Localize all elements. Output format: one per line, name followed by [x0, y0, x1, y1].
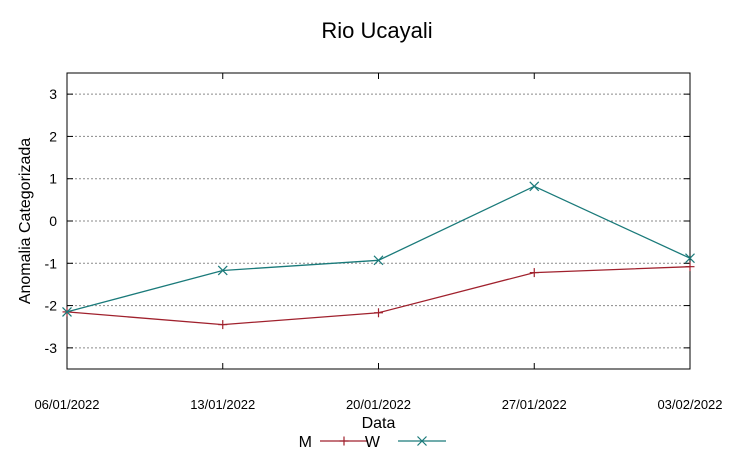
marker-stroke — [529, 181, 540, 192]
data-point — [217, 265, 228, 276]
y-tick-label: -2 — [45, 298, 58, 314]
y-tick-label: 2 — [49, 128, 57, 144]
marker-stroke — [685, 253, 695, 264]
legend-label-M: M — [299, 434, 312, 451]
data-point — [339, 436, 349, 446]
data-point — [529, 181, 540, 192]
y-tick-label: -3 — [45, 340, 58, 356]
series-line-W — [66, 185, 691, 313]
x-tick-label: 03/02/2022 — [657, 397, 722, 412]
y-axis-label: Anomalia Categorizada — [17, 138, 34, 304]
data-point — [62, 306, 72, 317]
y-tick-label: 1 — [49, 171, 57, 187]
x-tick-label: 06/01/2022 — [34, 397, 99, 412]
data-point — [374, 308, 383, 318]
marker-stroke — [217, 265, 228, 276]
y-axis-ticks: -3 -2 -1 0 1 2 3 — [45, 86, 690, 356]
x-axis-label: Data — [362, 415, 396, 432]
data-point — [373, 255, 384, 266]
marker-stroke — [62, 306, 72, 317]
x-axis-ticks: 06/01/2022 13/01/2022 20/01/2022 27/01/2022… — [34, 73, 723, 412]
marker-stroke — [373, 255, 384, 266]
data-point — [417, 436, 427, 446]
y-tick-label: -1 — [45, 255, 58, 271]
data-point — [685, 262, 695, 272]
x-tick-label: 13/01/2022 — [190, 397, 255, 412]
y-tick-label: 3 — [49, 86, 57, 102]
marker-stroke — [417, 436, 427, 446]
x-tick-label: 27/01/2022 — [502, 397, 567, 412]
data-point — [685, 253, 695, 264]
data-point — [529, 268, 539, 278]
chart-title: Rio Ucayali — [321, 18, 432, 43]
data-point — [218, 320, 228, 330]
y-tick-label: 0 — [49, 213, 57, 229]
legend-label-W: W — [365, 434, 381, 451]
series-lines — [62, 181, 695, 330]
x-tick-label: 20/01/2022 — [346, 397, 411, 412]
